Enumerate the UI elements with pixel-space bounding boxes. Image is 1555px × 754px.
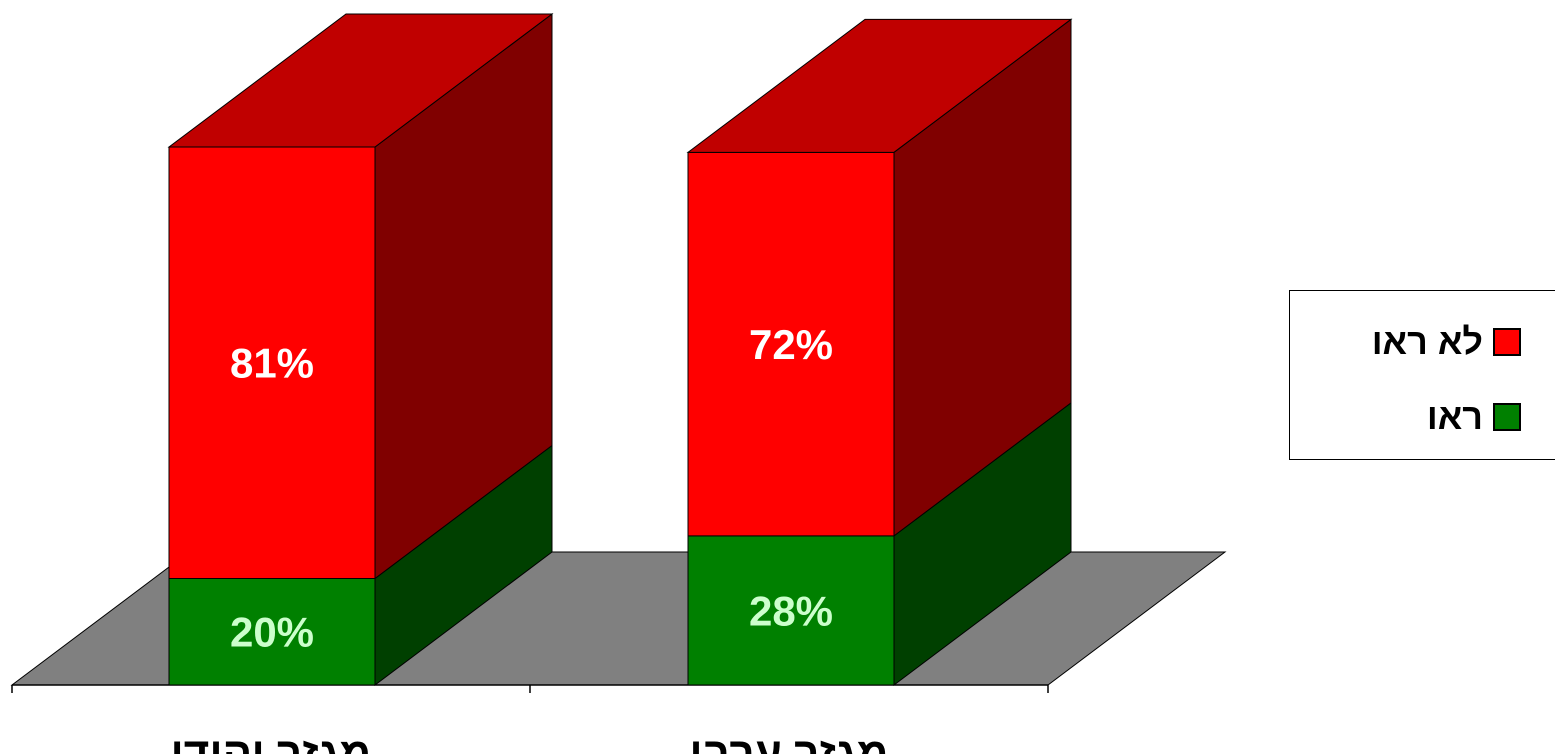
legend: לא ראו ראו xyxy=(1289,290,1555,460)
x-axis: מגזר יהודי מגזר ערבי xyxy=(11,684,1049,754)
data-label: 81% xyxy=(230,340,314,387)
bar-segment xyxy=(168,444,553,687)
legend-label-seen: ראו xyxy=(1426,396,1483,437)
x-tick-label: מגזר יהודי xyxy=(171,729,372,754)
bar-segment xyxy=(686,18,1073,537)
data-labels: 20% 81% 28% 72% xyxy=(230,321,833,656)
data-label: 28% xyxy=(749,587,833,634)
x-tick-label: מגזר ערבי xyxy=(689,729,888,754)
bars xyxy=(167,12,1073,687)
legend-swatch-not-seen xyxy=(1493,328,1521,356)
legend-item-seen: ראו xyxy=(1427,396,1521,438)
legend-item-not-seen: לא ראו xyxy=(1372,321,1521,363)
data-label: 20% xyxy=(230,609,314,656)
data-label: 72% xyxy=(749,321,833,368)
bar-top-face xyxy=(167,13,554,148)
legend-swatch-seen xyxy=(1493,403,1521,431)
legend-label-not-seen: לא ראו xyxy=(1371,321,1483,362)
bar-top-face xyxy=(686,18,1073,153)
bar-segment xyxy=(167,12,554,580)
